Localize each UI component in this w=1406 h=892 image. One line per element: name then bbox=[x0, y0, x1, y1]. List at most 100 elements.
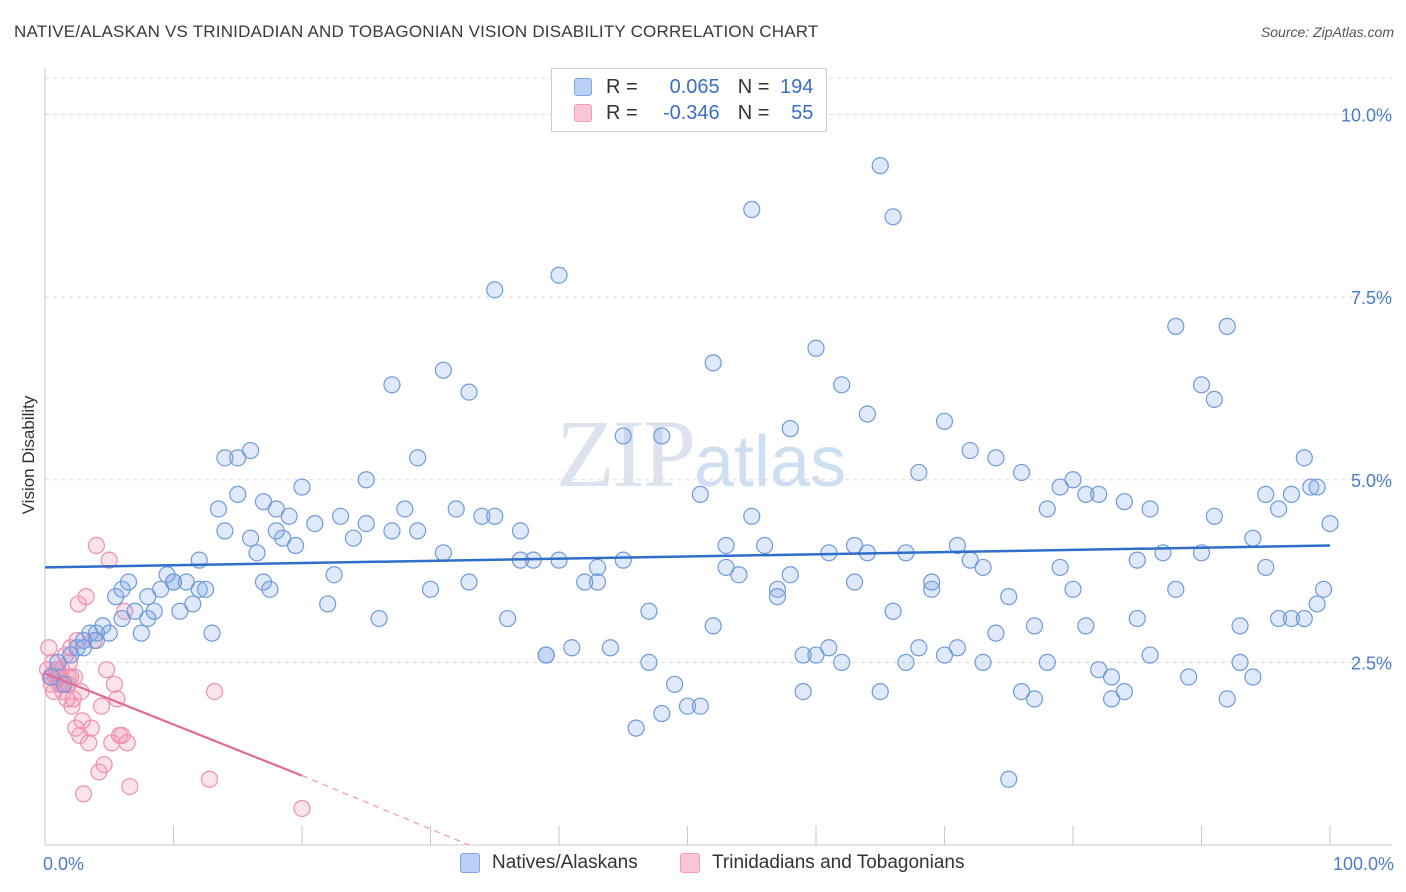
bottom-legend-item-trinidadians: Trinidadians and Tobagonians bbox=[680, 852, 964, 874]
blue-data-point bbox=[267, 522, 285, 540]
blue-data-point bbox=[871, 157, 889, 175]
blue-data-point bbox=[653, 427, 671, 445]
blue-data-point bbox=[1295, 449, 1313, 467]
blue-data-point bbox=[588, 573, 607, 591]
blue-data-point bbox=[242, 529, 260, 547]
blue-data-point bbox=[987, 449, 1005, 467]
blue-data-point bbox=[897, 653, 915, 671]
blue-data-point bbox=[666, 675, 684, 693]
blue-data-point bbox=[794, 682, 812, 701]
blue-data-point bbox=[1102, 668, 1121, 686]
blue-data-point bbox=[119, 573, 138, 591]
legend-r-value-pink: -0.346 bbox=[662, 101, 720, 124]
blue-data-point bbox=[1012, 682, 1031, 701]
blue-data-point bbox=[1167, 580, 1185, 598]
blue-data-point bbox=[704, 354, 722, 372]
legend-row-pink: R = -0.346 N = 55 bbox=[574, 101, 813, 125]
blue-data-point bbox=[286, 536, 305, 555]
blue-data-point bbox=[280, 507, 298, 525]
blue-data-point bbox=[499, 609, 517, 628]
trinidadians-label: Trinidadians and Tobagonians bbox=[712, 852, 965, 873]
blue-data-point bbox=[87, 631, 106, 650]
blue-data-point bbox=[203, 624, 221, 642]
blue-data-point bbox=[1038, 653, 1056, 671]
blue-data-point bbox=[704, 617, 722, 635]
pink-data-point bbox=[100, 551, 118, 569]
blue-data-point bbox=[1257, 485, 1275, 503]
blue-data-point bbox=[1231, 617, 1249, 635]
blue-data-point bbox=[858, 405, 877, 423]
blue-data-point bbox=[184, 595, 202, 613]
blue-data-point bbox=[781, 566, 799, 584]
pink-data-point bbox=[40, 639, 58, 657]
blue-data-point bbox=[935, 412, 954, 430]
legend-r-label-pink: R = bbox=[606, 101, 638, 124]
blue-data-point bbox=[576, 573, 594, 591]
blue-data-point bbox=[216, 522, 234, 540]
pink-data-point bbox=[121, 777, 139, 796]
blue-data-point bbox=[1128, 609, 1146, 628]
blue-data-point bbox=[1167, 317, 1185, 335]
blue-data-point bbox=[640, 602, 658, 620]
blue-data-point bbox=[132, 624, 150, 642]
blue-data-point bbox=[1314, 580, 1333, 598]
axes bbox=[44, 68, 1392, 846]
blue-data-point bbox=[267, 500, 285, 518]
blue-data-point bbox=[601, 639, 620, 657]
blue-data-point bbox=[923, 573, 941, 591]
y-tick-label: 10.0% bbox=[1341, 106, 1392, 126]
pink-data-point bbox=[92, 697, 111, 715]
blue-data-point bbox=[87, 624, 106, 642]
y-tick-labels: 2.5% 5.0% 7.5% 10.0% bbox=[1341, 106, 1392, 674]
blue-data-point bbox=[177, 573, 195, 591]
blue-data-point bbox=[768, 580, 787, 598]
blue-data-point bbox=[833, 376, 851, 394]
blue-data-point bbox=[473, 507, 491, 525]
blue-data-point bbox=[1192, 376, 1211, 394]
blue-data-point bbox=[1282, 609, 1301, 628]
blue-data-point bbox=[486, 281, 504, 299]
chart-title: NATIVE/ALASKAN VS TRINIDADIAN AND TOBAGO… bbox=[14, 22, 819, 41]
blue-data-point bbox=[614, 427, 632, 445]
blue-data-point bbox=[1077, 485, 1095, 503]
blue-data-point bbox=[1205, 390, 1223, 409]
blue-data-point bbox=[820, 639, 838, 657]
blue-data-point bbox=[421, 580, 440, 598]
blue-data-point bbox=[254, 493, 273, 511]
blue-data-point bbox=[1077, 617, 1095, 635]
legend-r-label-blue: R = bbox=[606, 75, 638, 98]
pink-data-point bbox=[293, 799, 311, 818]
blue-data-point bbox=[383, 522, 401, 540]
y-tick-label: 7.5% bbox=[1351, 288, 1392, 308]
blue-data-point bbox=[145, 602, 163, 620]
blue-data-point bbox=[1282, 485, 1301, 503]
blue-data-point bbox=[550, 266, 568, 284]
blue-data-point bbox=[209, 500, 228, 518]
blue-data-point bbox=[614, 551, 632, 569]
blue-data-point bbox=[845, 573, 864, 591]
blue-data-point bbox=[1141, 500, 1159, 518]
blue-data-point bbox=[923, 580, 941, 598]
blue-data-point bbox=[74, 639, 93, 657]
blue-data-point bbox=[781, 420, 799, 438]
pink-data-point bbox=[200, 770, 219, 788]
blue-data-point bbox=[1025, 690, 1044, 708]
blue-data-point bbox=[164, 573, 183, 591]
pink-data-point bbox=[87, 536, 106, 555]
blue-data-point bbox=[1180, 668, 1198, 686]
blue-data-point bbox=[171, 602, 189, 620]
blue-trend-line bbox=[44, 544, 1331, 569]
blue-data-point bbox=[961, 441, 979, 460]
bottom-legend-item-natives: Natives/Alaskans bbox=[460, 852, 638, 874]
blue-data-point bbox=[197, 580, 215, 598]
blue-data-point bbox=[987, 624, 1005, 642]
blue-data-point bbox=[588, 558, 607, 577]
blue-data-point bbox=[678, 697, 697, 715]
blue-data-point bbox=[717, 536, 735, 555]
legend-n-value-pink: 55 bbox=[791, 101, 814, 124]
blue-data-point bbox=[1244, 529, 1262, 547]
trinidadians-swatch bbox=[680, 853, 700, 873]
x-tick-labels: 0.0% 100.0% bbox=[43, 854, 1394, 874]
blue-data-point bbox=[511, 522, 530, 540]
